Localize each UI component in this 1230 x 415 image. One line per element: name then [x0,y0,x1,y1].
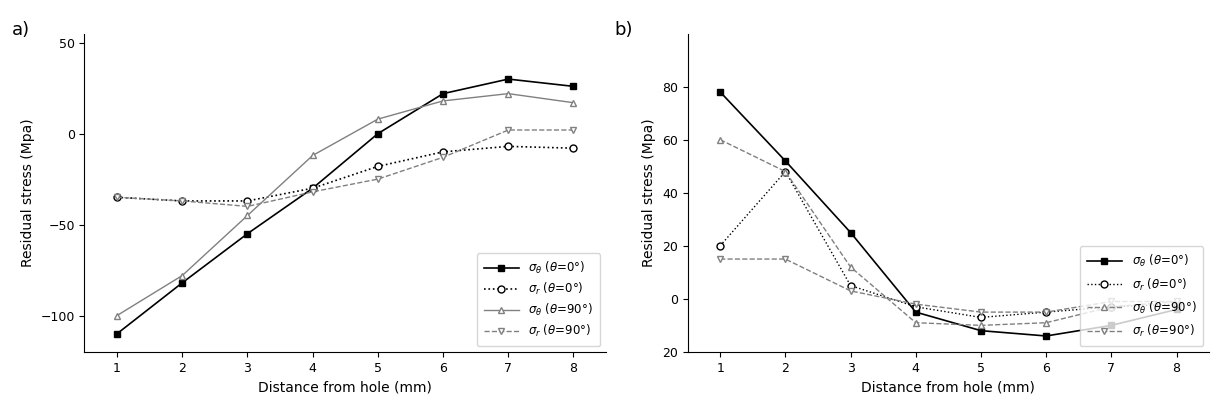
$\sigma_{r}$ ($\theta$=90°) [305,189,320,194]
$\sigma_{\theta}$ ($\theta$=90°) [844,264,859,269]
$\sigma_{r}$ ($\theta$=0°) [974,315,989,320]
$\sigma_{r}$ ($\theta$=90°) [370,177,385,182]
$\sigma_{r}$ ($\theta$=90°) [566,127,581,132]
Line: $\sigma_{\theta}$ ($\theta$=0°): $\sigma_{\theta}$ ($\theta$=0°) [717,88,1180,339]
$\sigma_{\theta}$ ($\theta$=0°) [501,77,515,82]
$\sigma_{r}$ ($\theta$=0°) [435,149,450,154]
$\sigma_{\theta}$ ($\theta$=0°) [1105,323,1119,328]
$\sigma_{\theta}$ ($\theta$=0°) [844,230,859,235]
$\sigma_{r}$ ($\theta$=0°) [240,198,255,203]
$\sigma_{\theta}$ ($\theta$=0°) [1039,334,1054,339]
$\sigma_{r}$ ($\theta$=0°) [1039,310,1054,315]
$\sigma_{r}$ ($\theta$=90°) [779,256,793,261]
$\sigma_{\theta}$ ($\theta$=90°) [370,117,385,122]
$\sigma_{\theta}$ ($\theta$=0°) [175,280,189,285]
Legend: $\sigma_{\theta}$ ($\theta$=0°), $\sigma_{r}$ ($\theta$=0°), $\sigma_{\theta}$ (: $\sigma_{\theta}$ ($\theta$=0°), $\sigma… [476,253,600,346]
Line: $\sigma_{\theta}$ ($\theta$=0°): $\sigma_{\theta}$ ($\theta$=0°) [113,76,577,337]
$\sigma_{r}$ ($\theta$=0°) [909,304,924,309]
$\sigma_{r}$ ($\theta$=0°) [501,144,515,149]
$\sigma_{r}$ ($\theta$=90°) [1170,299,1184,304]
$\sigma_{r}$ ($\theta$=0°) [566,146,581,151]
$\sigma_{r}$ ($\theta$=90°) [435,155,450,160]
$\sigma_{\theta}$ ($\theta$=0°) [305,186,320,191]
$\sigma_{r}$ ($\theta$=0°) [305,186,320,191]
$\sigma_{\theta}$ ($\theta$=0°) [370,131,385,136]
Line: $\sigma_{r}$ ($\theta$=90°): $\sigma_{r}$ ($\theta$=90°) [717,256,1180,315]
X-axis label: Distance from hole (mm): Distance from hole (mm) [861,380,1036,394]
Text: a): a) [11,21,30,39]
$\sigma_{\theta}$ ($\theta$=90°) [240,213,255,218]
Line: $\sigma_{r}$ ($\theta$=0°): $\sigma_{r}$ ($\theta$=0°) [717,168,1180,321]
$\sigma_{\theta}$ ($\theta$=90°) [305,153,320,158]
$\sigma_{\theta}$ ($\theta$=90°) [909,320,924,325]
$\sigma_{r}$ ($\theta$=0°) [779,169,793,174]
Line: $\sigma_{r}$ ($\theta$=0°): $\sigma_{r}$ ($\theta$=0°) [113,143,577,205]
$\sigma_{\theta}$ ($\theta$=90°) [779,169,793,174]
$\sigma_{\theta}$ ($\theta$=90°) [1039,320,1054,325]
Line: $\sigma_{r}$ ($\theta$=90°): $\sigma_{r}$ ($\theta$=90°) [113,127,577,210]
$\sigma_{\theta}$ ($\theta$=90°) [566,100,581,105]
$\sigma_{r}$ ($\theta$=90°) [974,310,989,315]
$\sigma_{r}$ ($\theta$=0°) [713,243,728,248]
$\sigma_{\theta}$ ($\theta$=90°) [974,323,989,328]
$\sigma_{\theta}$ ($\theta$=0°) [435,91,450,96]
Text: b): b) [615,21,633,39]
$\sigma_{r}$ ($\theta$=90°) [175,198,189,203]
$\sigma_{\theta}$ ($\theta$=90°) [501,91,515,96]
$\sigma_{\theta}$ ($\theta$=0°) [974,328,989,333]
$\sigma_{\theta}$ ($\theta$=0°) [1170,307,1184,312]
$\sigma_{\theta}$ ($\theta$=0°) [713,90,728,95]
$\sigma_{\theta}$ ($\theta$=90°) [175,273,189,278]
$\sigma_{r}$ ($\theta$=90°) [844,288,859,293]
Y-axis label: Residual stress (Mpa): Residual stress (Mpa) [21,118,34,267]
$\sigma_{\theta}$ ($\theta$=90°) [713,137,728,142]
Y-axis label: Residual stress (Mpa): Residual stress (Mpa) [642,118,657,267]
$\sigma_{\theta}$ ($\theta$=0°) [109,331,124,336]
$\sigma_{r}$ ($\theta$=90°) [1039,310,1054,315]
$\sigma_{r}$ ($\theta$=90°) [713,256,728,261]
$\sigma_{r}$ ($\theta$=90°) [109,195,124,200]
$\sigma_{r}$ ($\theta$=90°) [240,204,255,209]
X-axis label: Distance from hole (mm): Distance from hole (mm) [258,380,432,394]
$\sigma_{\theta}$ ($\theta$=90°) [1105,304,1119,309]
Line: $\sigma_{\theta}$ ($\theta$=90°): $\sigma_{\theta}$ ($\theta$=90°) [717,136,1180,329]
$\sigma_{r}$ ($\theta$=90°) [1105,299,1119,304]
$\sigma_{r}$ ($\theta$=0°) [109,195,124,200]
$\sigma_{r}$ ($\theta$=0°) [844,283,859,288]
$\sigma_{\theta}$ ($\theta$=0°) [779,159,793,164]
$\sigma_{\theta}$ ($\theta$=90°) [109,313,124,318]
$\sigma_{\theta}$ ($\theta$=90°) [1170,299,1184,304]
$\sigma_{\theta}$ ($\theta$=0°) [566,84,581,89]
$\sigma_{\theta}$ ($\theta$=90°) [435,98,450,103]
$\sigma_{\theta}$ ($\theta$=0°) [240,231,255,236]
$\sigma_{r}$ ($\theta$=90°) [909,302,924,307]
$\sigma_{r}$ ($\theta$=0°) [1105,304,1119,309]
$\sigma_{r}$ ($\theta$=0°) [1170,302,1184,307]
Legend: $\sigma_{\theta}$ ($\theta$=0°), $\sigma_{r}$ ($\theta$=0°), $\sigma_{\theta}$ (: $\sigma_{\theta}$ ($\theta$=0°), $\sigma… [1080,246,1203,346]
$\sigma_{r}$ ($\theta$=90°) [501,127,515,132]
$\sigma_{\theta}$ ($\theta$=0°) [909,310,924,315]
Line: $\sigma_{\theta}$ ($\theta$=90°): $\sigma_{\theta}$ ($\theta$=90°) [113,90,577,319]
$\sigma_{r}$ ($\theta$=0°) [175,198,189,203]
$\sigma_{r}$ ($\theta$=0°) [370,164,385,169]
